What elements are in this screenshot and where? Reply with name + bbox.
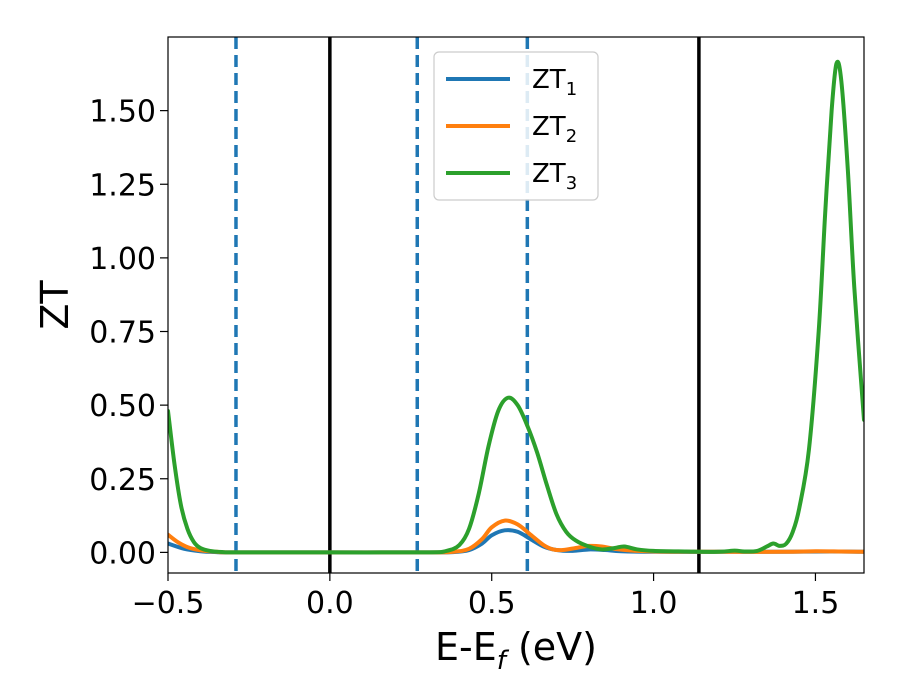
reference-lines (234, 37, 701, 573)
y-tick-label: 0.50 (89, 389, 156, 424)
x-tick-label: −0.5 (132, 586, 205, 621)
y-tick-label: 1.50 (89, 95, 156, 130)
y-tick-label: 0.75 (89, 316, 156, 351)
x-axis-label: E-Ef (eV) (435, 625, 597, 676)
legend-label-2: ZT2 (532, 112, 577, 147)
series-lines (168, 59, 864, 555)
y-axis-ticks: 0.00 0.25 0.50 0.75 1.00 1.25 1.50 (89, 95, 168, 571)
x-axis-label-main: E-E (435, 625, 497, 669)
series-line-zt3 (168, 59, 864, 555)
x-axis-label-unit: (eV) (506, 625, 597, 669)
y-axis-label: ZT (33, 280, 77, 330)
x-axis-ticks: −0.5 0.0 0.5 1.0 1.5 (132, 573, 840, 621)
legend-box (433, 51, 599, 201)
x-tick-label: 0.0 (306, 586, 354, 621)
x-tick-label: 1.0 (630, 586, 678, 621)
y-tick-label: 1.00 (89, 242, 156, 277)
plot-frame (167, 36, 865, 574)
y-tick-label: 1.25 (89, 168, 156, 203)
y-tick-label: 0.25 (89, 463, 156, 498)
legend-label-1: ZT1 (532, 65, 577, 100)
y-tick-label: 0.00 (89, 536, 156, 571)
legend-label-3: ZT3 (532, 159, 577, 194)
x-tick-label: 1.5 (792, 586, 840, 621)
legend: ZT1 ZT2 ZT3 (433, 51, 599, 201)
x-tick-label: 0.5 (468, 586, 516, 621)
